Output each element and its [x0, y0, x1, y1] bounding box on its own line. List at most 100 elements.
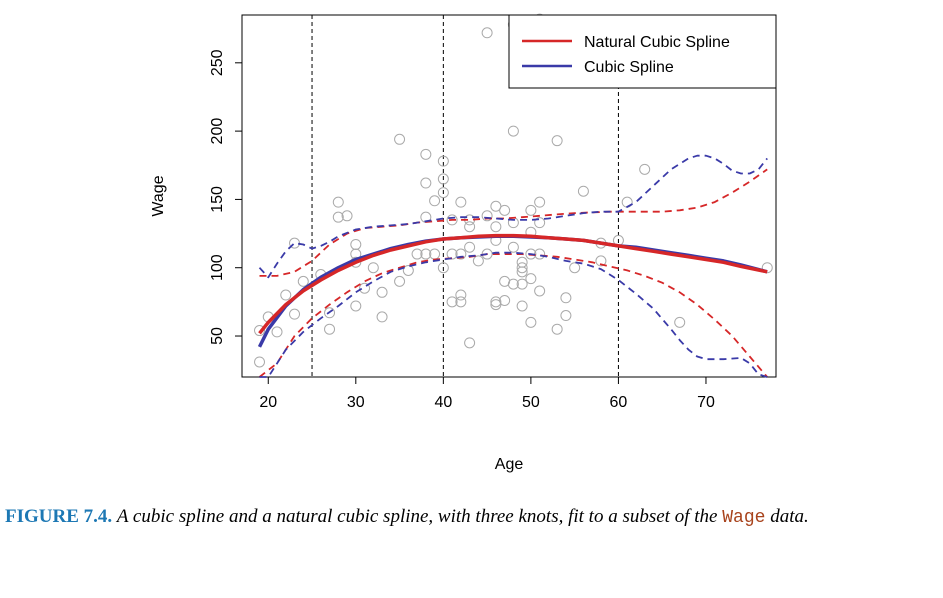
data-point [350, 238, 362, 250]
data-point [254, 356, 266, 368]
data-point [455, 196, 467, 208]
figure-tail: data. [770, 506, 809, 527]
data-point [420, 148, 432, 160]
data-point [639, 163, 651, 175]
data-point [324, 307, 336, 319]
y-axis: 50 100 150 200 250 [209, 49, 242, 345]
spline-curves [257, 154, 768, 378]
x-tick-label: 70 [697, 394, 715, 411]
data-point [420, 248, 432, 260]
data-point [394, 275, 406, 287]
data-point [534, 196, 546, 208]
data-point [761, 262, 773, 274]
figure-label: FIGURE 7.4. [5, 506, 113, 527]
data-point [525, 316, 537, 328]
x-tick-label: 40 [434, 394, 452, 411]
x-tick-label: 60 [610, 394, 628, 411]
data-point [507, 278, 519, 290]
legend: Natural Cubic Spline Cubic Spline [508, 14, 777, 89]
legend-box [508, 14, 777, 89]
data-point [464, 241, 476, 253]
data-point [280, 289, 292, 301]
data-point [455, 289, 467, 301]
data-point [437, 262, 449, 274]
data-point [289, 308, 301, 320]
data-point [507, 241, 519, 253]
spline-line [258, 233, 768, 335]
data-point [367, 262, 379, 274]
y-tick-label: 250 [209, 49, 226, 76]
y-tick-label: 100 [209, 254, 226, 281]
data-point [341, 210, 353, 222]
data-point [297, 275, 309, 287]
data-point [507, 125, 519, 137]
chart: 20 30 40 50 60 70 50 100 150 200 250 Age Wage Nat… [150, 13, 777, 473]
data-point [516, 278, 528, 290]
data-point [429, 195, 441, 207]
data-point [534, 217, 546, 229]
data-point [472, 255, 484, 267]
data-point [455, 248, 467, 260]
data-point [525, 204, 537, 216]
data-point [455, 296, 467, 308]
data-point [516, 256, 528, 268]
data-point [437, 173, 449, 185]
data-point [577, 185, 589, 197]
data-point [332, 196, 344, 208]
data-point [569, 262, 581, 274]
data-point [350, 300, 362, 312]
confidence-band-line [259, 168, 768, 277]
data-point [525, 248, 537, 260]
data-point [674, 316, 686, 328]
data-point [411, 248, 423, 260]
legend-label-cubic: Cubic Spline [584, 59, 674, 76]
knot-lines [311, 15, 619, 377]
y-tick-label: 150 [209, 186, 226, 213]
data-point [560, 310, 572, 322]
data-point [446, 296, 458, 308]
data-point [595, 255, 607, 267]
data-point [332, 211, 344, 223]
data-point [534, 285, 546, 297]
confidence-band-line [258, 154, 768, 279]
confidence-band-line [258, 253, 768, 378]
data-point [359, 282, 371, 294]
data-point [464, 221, 476, 233]
spline-line [257, 234, 768, 348]
figure-code: Wage [722, 508, 766, 528]
figure-text: A cubic spline and a natural cubic splin… [116, 506, 718, 527]
data-point [464, 337, 476, 349]
data-point [437, 155, 449, 167]
data-point [490, 299, 502, 311]
x-axis: 20 30 40 50 60 70 [259, 377, 715, 411]
data-point [490, 296, 502, 308]
y-tick-label: 200 [209, 118, 226, 145]
data-point [516, 262, 528, 274]
data-point [376, 311, 388, 323]
data-point [560, 292, 572, 304]
data-point [254, 325, 266, 337]
data-point [446, 248, 458, 260]
data-point [525, 273, 537, 285]
data-point [394, 133, 406, 145]
data-point [420, 177, 432, 189]
legend-label-natural: Natural Cubic Spline [584, 34, 730, 51]
data-point [481, 27, 493, 39]
y-axis-label: Wage [150, 175, 167, 216]
data-point [551, 323, 563, 335]
data-point [490, 221, 502, 233]
confidence-band-line [259, 251, 768, 378]
x-tick-label: 20 [259, 394, 277, 411]
data-point [271, 326, 283, 338]
figure-caption: FIGURE 7.4. A cubic spline and a natural… [5, 503, 935, 532]
data-point [499, 204, 511, 216]
data-point [437, 187, 449, 199]
data-point [481, 210, 493, 222]
data-point [446, 214, 458, 226]
data-point [551, 135, 563, 147]
data-point [490, 200, 502, 212]
x-tick-label: 30 [347, 394, 365, 411]
data-point [324, 323, 336, 335]
x-tick-label: 50 [522, 394, 540, 411]
data-point [376, 286, 388, 298]
